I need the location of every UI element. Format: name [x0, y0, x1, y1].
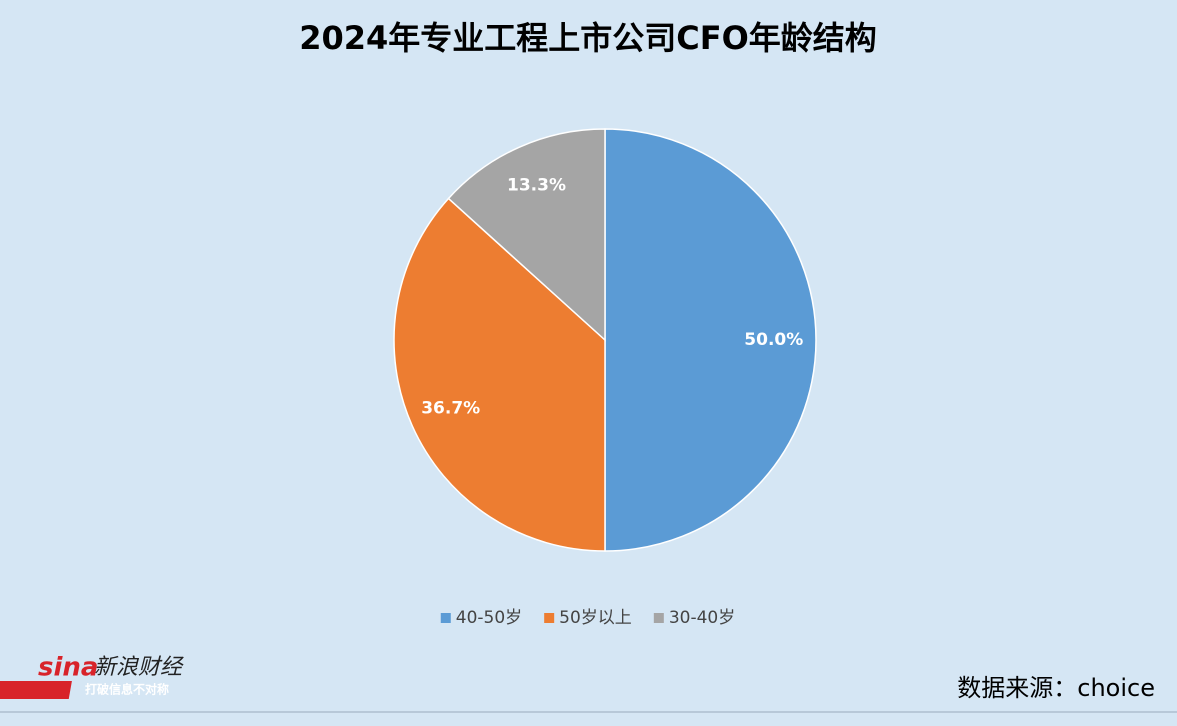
chart-title: 2024年专业工程上市公司CFO年龄结构	[299, 19, 877, 57]
pie-slice	[447, 128, 606, 342]
legend-label: 30-40岁	[669, 608, 735, 628]
logo-name: 新浪财经	[94, 655, 184, 680]
legend-label: 40-50岁	[456, 608, 522, 628]
pie-slice	[393, 197, 606, 552]
data-label: 36.7%	[421, 398, 480, 418]
legend-swatch	[440, 613, 451, 623]
logo-band	[0, 681, 72, 699]
legend-swatch	[544, 613, 555, 623]
legend: 40-50岁 50岁以上 30-40岁	[440, 608, 735, 628]
logo: sina 新浪财经 打破信息不对称	[0, 653, 184, 699]
pie-slice	[604, 128, 817, 552]
legend-label: 50岁以上	[559, 608, 632, 628]
logo-brand: sina	[38, 653, 98, 683]
data-label: 50.0%	[744, 330, 803, 350]
data-label: 13.3%	[507, 176, 566, 196]
logo-slogan: 打破信息不对称	[85, 682, 169, 697]
legend-swatch	[653, 613, 664, 623]
source: 数据来源：choice	[957, 674, 1155, 702]
